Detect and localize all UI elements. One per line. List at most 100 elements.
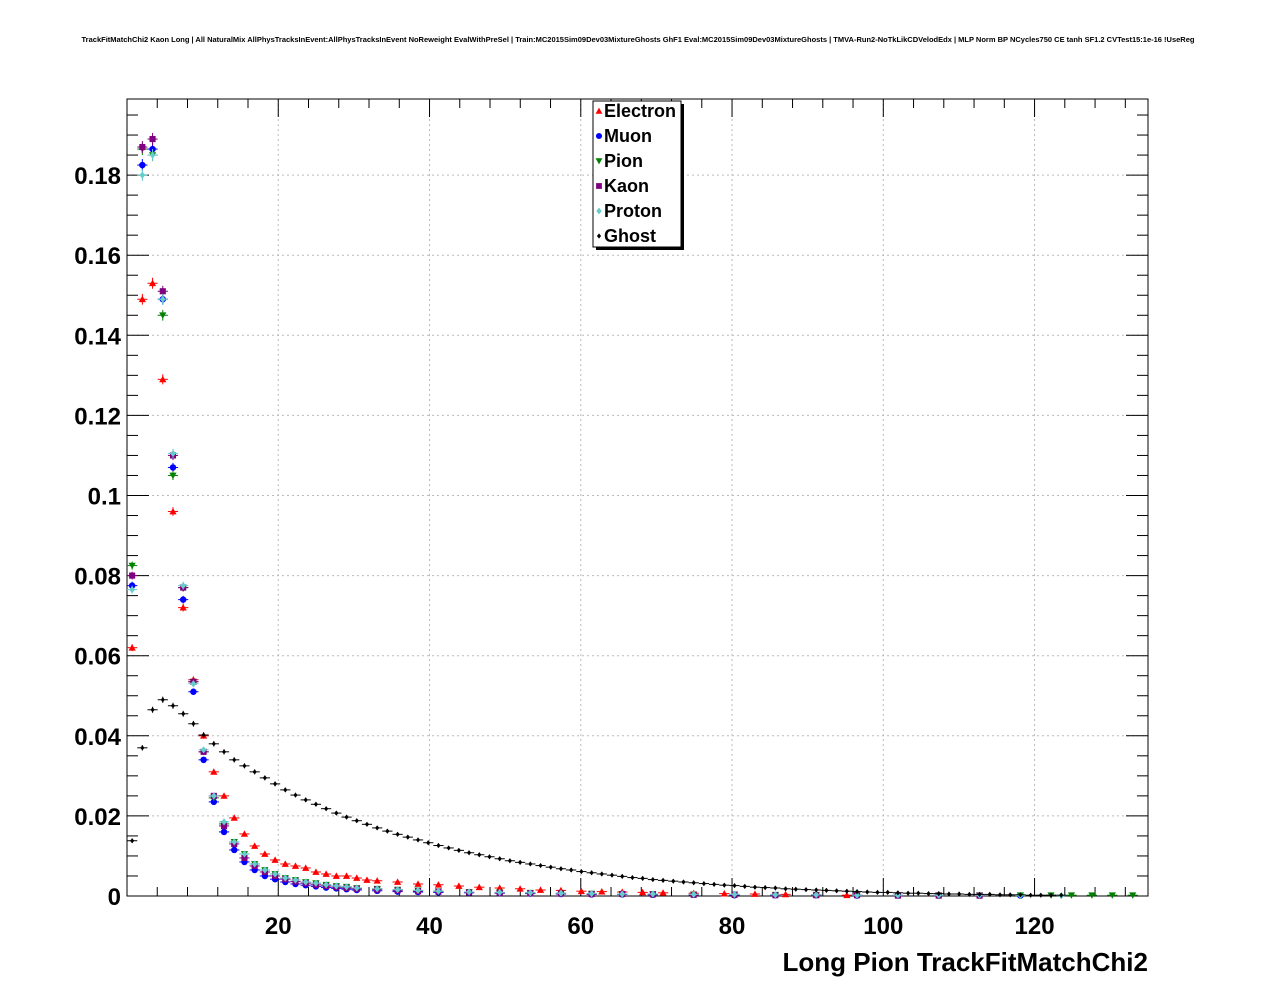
legend-entry-kaon: Kaon bbox=[596, 176, 649, 196]
data-point bbox=[343, 883, 350, 891]
data-point bbox=[415, 886, 421, 894]
data-point bbox=[354, 818, 359, 824]
data-point bbox=[221, 818, 227, 826]
data-point bbox=[169, 472, 177, 480]
data-point bbox=[159, 375, 167, 383]
data-point bbox=[210, 798, 218, 806]
data-point bbox=[599, 871, 604, 877]
data-point bbox=[977, 891, 982, 897]
data-point bbox=[1038, 892, 1043, 898]
data-point bbox=[528, 861, 533, 867]
data-point bbox=[190, 688, 197, 695]
data-point bbox=[210, 768, 218, 775]
data-point bbox=[548, 864, 553, 870]
data-point bbox=[518, 859, 523, 865]
data-point bbox=[569, 867, 574, 873]
data-point bbox=[323, 881, 330, 889]
legend-box bbox=[592, 100, 682, 248]
data-point bbox=[466, 888, 472, 896]
data-point bbox=[466, 850, 472, 856]
legend-label: Ghost bbox=[604, 226, 656, 246]
data-point bbox=[210, 792, 217, 800]
data-point bbox=[332, 872, 340, 879]
data-point bbox=[1008, 892, 1013, 898]
data-point bbox=[139, 161, 146, 169]
data-point bbox=[231, 838, 238, 846]
y-tick-label: 0.02 bbox=[74, 804, 121, 831]
data-point bbox=[240, 830, 249, 837]
data-point bbox=[220, 828, 228, 836]
data-point bbox=[179, 604, 187, 611]
data-point bbox=[414, 880, 422, 887]
data-point bbox=[220, 792, 228, 799]
data-point bbox=[455, 882, 463, 889]
data-point bbox=[751, 890, 759, 897]
data-point bbox=[640, 875, 645, 881]
data-point bbox=[293, 792, 298, 798]
data-point bbox=[231, 846, 238, 854]
x-tick-label: 100 bbox=[863, 913, 903, 940]
data-point bbox=[261, 850, 269, 857]
data-layer bbox=[127, 132, 1138, 900]
data-point bbox=[936, 890, 941, 897]
legend-entry-electron: Electron bbox=[595, 101, 676, 121]
data-point bbox=[170, 703, 176, 709]
data-point bbox=[926, 890, 931, 897]
data-point bbox=[394, 878, 402, 885]
plot-frame bbox=[126, 98, 1149, 897]
legend-label: Kaon bbox=[604, 176, 649, 196]
data-point bbox=[149, 135, 156, 143]
data-point bbox=[814, 887, 819, 893]
data-point bbox=[967, 891, 972, 897]
data-point bbox=[456, 847, 461, 853]
data-point bbox=[179, 596, 187, 603]
data-point bbox=[291, 862, 300, 869]
data-point bbox=[1067, 892, 1076, 899]
y-tick-label: 0.14 bbox=[74, 323, 121, 350]
data-point bbox=[507, 858, 512, 864]
data-point bbox=[334, 810, 339, 816]
data-point bbox=[773, 885, 778, 891]
data-point bbox=[302, 878, 309, 886]
data-point bbox=[803, 886, 809, 893]
data-point bbox=[271, 856, 279, 863]
data-point bbox=[140, 745, 145, 751]
series-ghost bbox=[127, 696, 1067, 898]
data-point bbox=[906, 890, 911, 896]
data-point bbox=[313, 801, 319, 807]
data-point bbox=[436, 842, 441, 849]
data-point bbox=[946, 891, 952, 897]
data-point bbox=[1129, 892, 1137, 899]
data-point bbox=[1018, 892, 1023, 898]
grid-layer bbox=[127, 99, 1148, 896]
legend-entry-pion: Pion bbox=[595, 151, 643, 171]
data-point bbox=[181, 711, 186, 717]
data-point bbox=[364, 821, 370, 827]
data-point bbox=[620, 873, 625, 879]
data-point bbox=[496, 888, 503, 896]
legend: Electron Muon Pion Kaon Proton Ghost bbox=[592, 100, 684, 250]
data-point bbox=[844, 888, 849, 894]
data-point bbox=[333, 882, 340, 890]
data-point bbox=[1048, 892, 1054, 898]
data-point bbox=[772, 891, 779, 899]
data-point bbox=[353, 874, 361, 881]
legend-entry-ghost: Ghost bbox=[596, 226, 656, 246]
data-point bbox=[1108, 892, 1116, 899]
data-point bbox=[139, 144, 146, 151]
data-point bbox=[619, 890, 626, 898]
data-point bbox=[516, 885, 524, 892]
data-point bbox=[302, 864, 310, 871]
data-point bbox=[742, 883, 747, 889]
data-point bbox=[701, 880, 706, 887]
data-point bbox=[731, 890, 738, 898]
data-point bbox=[395, 831, 400, 837]
data-point bbox=[538, 862, 543, 869]
data-point bbox=[139, 171, 146, 179]
data-point bbox=[793, 886, 798, 892]
data-point bbox=[281, 860, 289, 867]
legend-marker bbox=[595, 132, 603, 140]
data-point bbox=[496, 884, 504, 891]
x-tick-label: 40 bbox=[416, 913, 443, 940]
